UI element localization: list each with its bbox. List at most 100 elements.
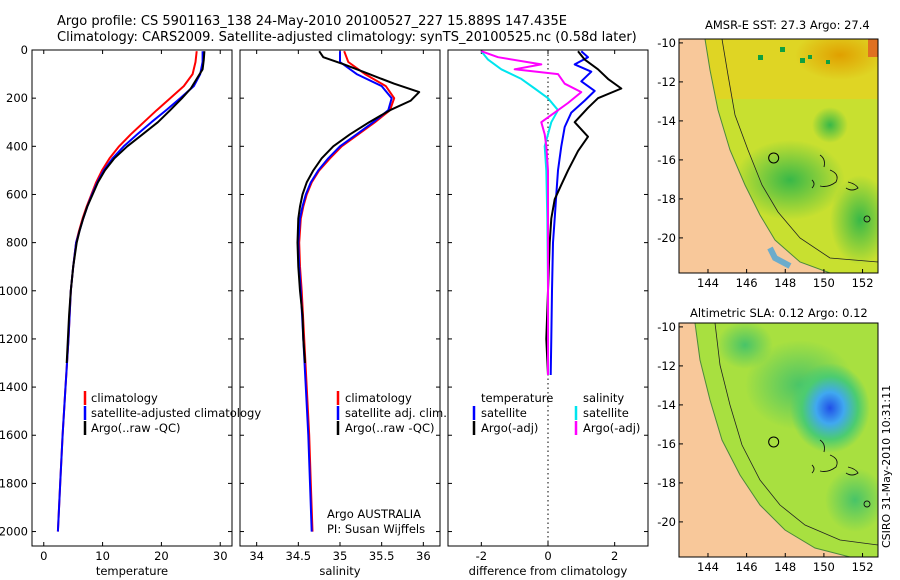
sst-map-frame [678,38,879,274]
sla-land [679,323,850,557]
creation-stamp: CSIRO 31-May-2010 10:31:11 [880,384,893,548]
map-y-tick-label: -14 [657,114,676,128]
sst-pixel [800,58,805,63]
x-tick-label: 35.5 [369,549,395,563]
x-tick-label: -2 [476,549,487,563]
map-y-tick-label: -18 [657,476,676,490]
map-y-tick-label: -10 [657,320,676,334]
series-salinity-argo-adj- [480,50,583,375]
sla-eddy-high [790,363,870,453]
sst-pixel [758,55,763,60]
figure-title-line1: Argo profile: CS 5901163_138 24-May-2010… [57,14,567,29]
sla-reefs [811,439,859,476]
sst-pixel [780,47,785,52]
sla-shelf-contour [714,323,878,546]
map-y-tick-label: -20 [657,231,676,245]
y-tick-label: 1200 [0,332,28,346]
difference-legend: temperature salinity satellite Argo(-adj… [472,391,640,435]
map-y-tick-label: -20 [657,515,676,529]
map-y-tick-label: -12 [657,75,676,89]
y-tick-label: 1000 [0,284,28,298]
map-x-tick-label: 152 [852,276,874,290]
series-temperature-argo-adj- [545,50,623,376]
legend-label: Argo(..raw -QC) [345,421,435,435]
sla-map [679,323,878,557]
map-x-tick-label: 152 [852,560,874,574]
map-x-tick-label: 150 [813,276,835,290]
series-temperature-satellite [549,50,596,376]
sst-warm-patch [795,39,878,80]
legend-label: climatology [345,391,412,405]
y-tick-label: 800 [6,236,28,250]
difference-xlabel: difference from climatology [469,564,628,578]
series-argo-raw-qc- [65,51,206,364]
map-x-tick-label: 148 [774,276,796,290]
legend-label: satellite-adjusted climatology [91,406,261,420]
temperature-legend: climatology satellite-adjusted climatolo… [83,391,261,435]
sst-coastline [704,39,831,273]
sst-cool-eddy [812,107,848,143]
legend-label: satellite adj. clim. [345,406,447,420]
sst-shelf-contour [721,39,878,263]
y-tick-label: 2000 [0,525,28,539]
legend-label: satellite [481,406,527,420]
sst-pixel [808,55,812,59]
sst-cool-south [830,175,878,265]
map-y-tick-label: -14 [657,398,676,412]
x-tick-label: 34.5 [286,549,312,563]
sst-coastal-cold [767,246,792,269]
sst-hot-corner [868,39,878,57]
sla-map-frame [678,322,879,558]
sla-coastline [694,323,851,557]
sst-map-title: AMSR-E SST: 27.3 Argo: 27.4 [705,18,870,32]
legend-label: Argo(-adj) [481,421,538,435]
x-tick-label: 0 [40,549,47,563]
legend-label: climatology [91,391,158,405]
salinity-legend: climatology satellite adj. clim. Argo(..… [327,391,447,536]
x-tick-label: 0 [544,549,551,563]
map-y-tick-label: -16 [657,437,676,451]
map-y-tick-label: -12 [657,359,676,373]
y-tick-label: 600 [6,187,28,201]
sla-map-axes: 144 146 148 150 152 -10 -12 -14 -16 -18 -20 [657,320,873,574]
map-y-tick-label: -10 [657,36,676,50]
float-agency: Argo AUSTRALIA [327,507,421,521]
sst-map-axes: 144 146 148 150 152 -10 -12 -14 -16 -18 -20 [657,36,873,290]
map-y-tick-label: -18 [657,192,676,206]
sst-argo-location-marker [768,152,780,164]
x-tick-label: 20 [154,549,169,563]
sst-cool-region [735,140,845,220]
y-tick-label: 1800 [0,476,28,490]
sla-green-south [825,468,878,532]
y-tick-label: 0 [21,43,28,57]
legend-group-title: salinity [583,391,624,405]
x-tick-label: 34 [249,549,264,563]
sst-land [679,39,830,273]
salinity-xlabel: salinity [319,564,360,578]
x-tick-label: 10 [95,549,110,563]
y-tick-label: 400 [6,139,28,153]
sla-map-title: Altimetric SLA: 0.12 Argo: 0.12 [690,306,868,320]
y-tick-label: 1600 [0,428,28,442]
x-tick-label: 36 [416,549,431,563]
legend-label: Argo(..raw -QC) [91,421,181,435]
temperature-frame [31,49,233,547]
sst-map [679,39,878,273]
x-tick-label: 35 [333,549,348,563]
map-x-tick-label: 146 [736,276,758,290]
series-argo-raw-qc- [296,50,421,364]
map-x-tick-label: 144 [697,276,719,290]
map-x-tick-label: 144 [697,560,719,574]
float-pi: PI: Susan Wijffels [327,522,425,536]
sst-reefs [811,154,859,191]
x-tick-label: 30 [213,549,228,563]
sla-reef-dot [863,500,871,508]
legend-label: Argo(-adj) [583,421,640,435]
figure-title-line2: Climatology: CARS2009. Satellite-adjuste… [57,30,637,45]
temperature-panel: 0 10 20 30 0 200 400 600 800 1000 1200 1400 1600 1800… [0,43,233,578]
map-y-tick-label: -16 [657,153,676,167]
temperature-xlabel: temperature [96,564,168,578]
x-tick-label: 2 [611,549,618,563]
